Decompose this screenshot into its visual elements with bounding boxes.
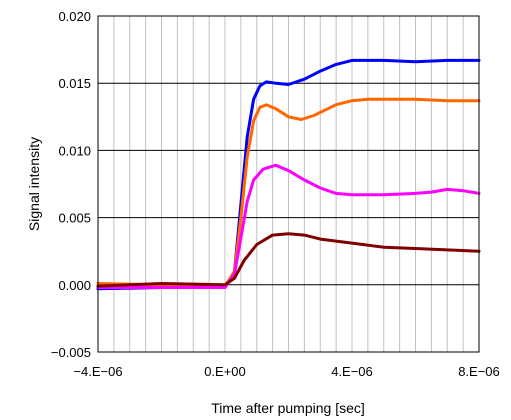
x-tick-labels: −4.E−06 0.E+00 4.E−06 8.E−06	[73, 364, 499, 379]
y-tick-label: 0.020	[58, 9, 91, 24]
y-tick-label: 0.010	[58, 143, 91, 158]
series-line-3	[96, 163, 481, 289]
y-tick-label: 0.005	[58, 211, 91, 226]
y-tick-label: −0.005	[51, 345, 91, 360]
x-tick-label: −4.E−06	[73, 364, 122, 379]
plot-frame	[97, 15, 480, 353]
y-tick-label: 0.015	[58, 76, 91, 91]
y-tick-labels: −0.005 0.000 0.005 0.010 0.015 0.020	[51, 9, 91, 360]
x-tick-label: 8.E−06	[458, 364, 500, 379]
x-axis-label: Time after pumping [sec]	[211, 400, 365, 416]
y-axis-label: Signal intensity	[26, 137, 42, 231]
series-line-4	[96, 232, 481, 288]
x-tick-label: 4.E−06	[331, 364, 373, 379]
vertical-gridlines	[113, 16, 464, 352]
x-tick-label: 0.E+00	[204, 364, 246, 379]
y-tick-label: 0.000	[58, 278, 91, 293]
series-layer	[96, 58, 481, 291]
